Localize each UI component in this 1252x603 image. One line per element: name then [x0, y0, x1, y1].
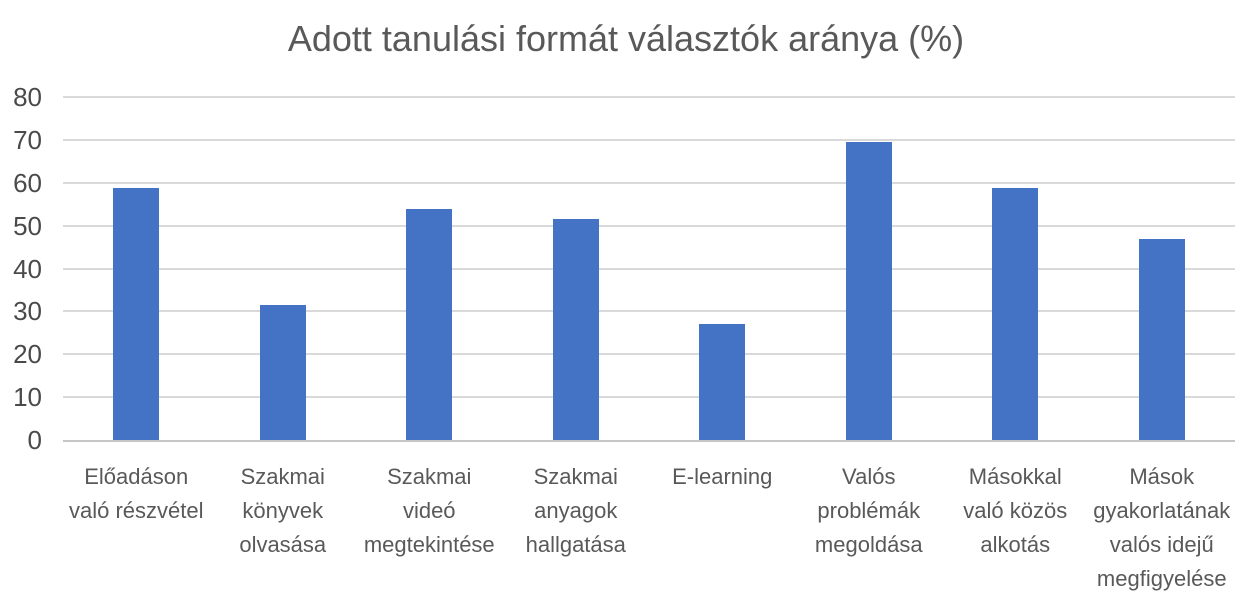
bar-3: [406, 209, 453, 440]
gridline: [63, 267, 1235, 270]
gridline: [63, 224, 1235, 227]
x-category-label-8: Mások gyakorlatának valós idejű megfigye…: [1093, 464, 1231, 591]
y-tick-label: 20: [13, 339, 42, 370]
y-tick-label: 0: [27, 425, 42, 455]
bar-5: [699, 323, 746, 440]
x-category-label-1: Előadáson való részvétel: [68, 464, 204, 523]
y-tick-label: 30: [13, 296, 42, 327]
y-tick-label: 40: [13, 253, 42, 284]
gridline: [63, 310, 1235, 313]
bar-2: [259, 304, 306, 440]
bar-7: [992, 187, 1039, 440]
y-tick-label: 70: [13, 124, 42, 155]
x-category-label-4: Szakmai anyagok hallgatása: [525, 464, 626, 557]
x-category-label-5: E-learning: [672, 464, 773, 489]
gridline: [63, 396, 1235, 399]
bar-8: [1138, 238, 1185, 440]
y-tick-label: 10: [13, 382, 42, 413]
gridline: [63, 353, 1235, 356]
bar-1: [113, 187, 160, 440]
x-category-label-3: Szakmai videó megtekintése: [363, 464, 495, 557]
x-category-label-2: Szakmai könyvek olvasása: [239, 464, 327, 557]
gridline: [63, 138, 1235, 141]
y-tick-label: 80: [13, 82, 42, 112]
x-axis: Előadáson való részvétel Szakmai könyvek …: [63, 460, 1235, 596]
y-tick-label: 60: [13, 167, 42, 198]
gridline: [63, 181, 1235, 184]
plot-area: [63, 96, 1235, 442]
bar-4: [552, 218, 599, 440]
gridline: [63, 96, 1235, 98]
bar-6: [845, 142, 892, 440]
y-axis: 0 10 20 30 40 50 60 70 80: [0, 84, 46, 453]
x-category-label-6: Valós problémák megoldása: [814, 464, 923, 557]
x-category-label-7: Másokkal való közös alkotás: [963, 464, 1068, 557]
y-tick-label: 50: [13, 210, 42, 241]
chart-title: Adott tanulási formát választók aránya (…: [287, 18, 965, 59]
